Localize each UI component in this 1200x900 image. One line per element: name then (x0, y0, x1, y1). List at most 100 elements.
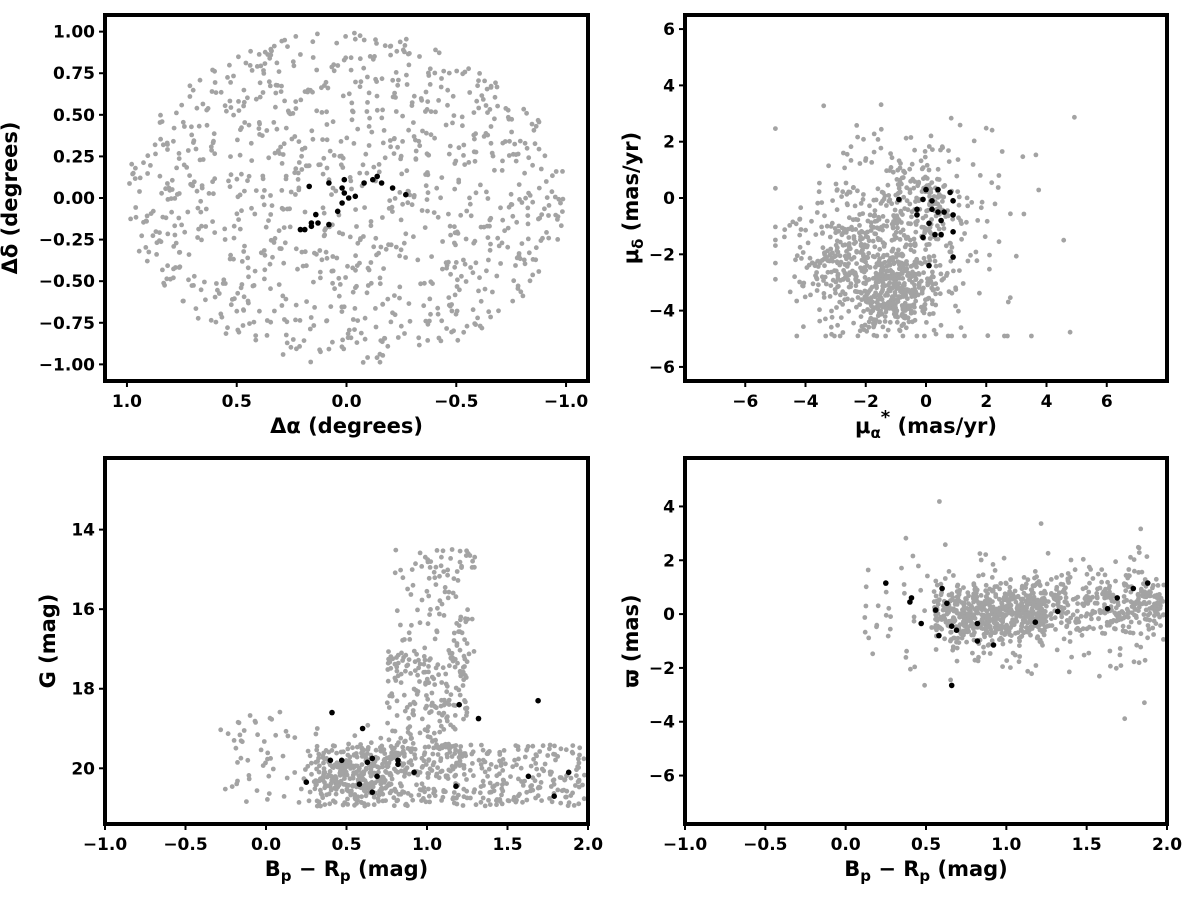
field-star-point (305, 763, 311, 769)
member-stars (896, 186, 956, 269)
field-star-point (1141, 612, 1147, 617)
field-star-point (452, 186, 458, 192)
field-star-point (471, 773, 476, 779)
field-star-point (144, 258, 150, 264)
field-star-point (370, 56, 376, 62)
field-star-point (158, 136, 164, 142)
field-star-point (260, 194, 266, 200)
field-star-point (345, 746, 351, 752)
field-star-point (212, 230, 218, 236)
field-star-point (926, 144, 932, 149)
field-star-point (299, 153, 304, 159)
field-star-point (946, 148, 951, 154)
field-star-point (290, 59, 296, 65)
field-star-point (226, 178, 231, 184)
field-star-point (887, 626, 893, 632)
field-star-point (376, 792, 382, 798)
field-star-point (550, 173, 555, 179)
field-star-point (455, 578, 461, 583)
field-star-point (381, 266, 386, 271)
field-star-point (403, 668, 408, 674)
field-star-point (169, 187, 175, 192)
field-star-point (873, 290, 878, 296)
field-star-point (305, 748, 311, 754)
field-star-point (461, 794, 467, 800)
field-star-point (475, 315, 480, 321)
field-star-point (536, 146, 542, 152)
field-star-point (357, 56, 363, 62)
field-star-point (352, 327, 357, 332)
field-star-point (862, 242, 868, 248)
field-star-point (281, 225, 287, 231)
field-star-point (882, 241, 887, 247)
field-star-point (876, 303, 882, 308)
field-star-point (890, 257, 896, 263)
field-star-point (822, 252, 827, 257)
field-star-point (857, 161, 863, 166)
field-star-point (334, 782, 340, 788)
field-star-point (861, 192, 866, 197)
field-star-point (488, 124, 494, 129)
field-star-point (289, 136, 295, 142)
field-star-point (558, 200, 563, 206)
field-star-point (1029, 333, 1034, 339)
field-star-point (465, 551, 471, 556)
member-star-point (1114, 595, 1120, 601)
field-star-point (132, 176, 138, 182)
field-star-point (334, 255, 340, 261)
field-star-point (965, 624, 971, 630)
field-star-point (232, 296, 237, 302)
field-star-point (513, 263, 518, 268)
field-star-point (829, 314, 835, 320)
field-star-point (994, 606, 1000, 612)
field-star-point (262, 252, 268, 258)
field-star-point (366, 124, 372, 129)
member-star-point (313, 211, 319, 218)
field-star-point (171, 125, 177, 131)
field-star-point (1064, 618, 1070, 623)
field-star-point (274, 60, 280, 66)
field-star-point (360, 360, 366, 365)
field-star-point (872, 219, 878, 224)
field-star-point (840, 189, 846, 195)
field-star-point (877, 237, 883, 243)
field-star-point (455, 277, 460, 283)
field-star-point (1090, 594, 1095, 600)
field-star-point (309, 128, 315, 134)
field-star-point (1042, 609, 1048, 614)
field-star-point (441, 727, 447, 732)
field-star-point (900, 293, 905, 299)
field-star-point (350, 317, 356, 322)
field-star-point (235, 290, 241, 296)
field-star-point (885, 268, 891, 274)
field-star-point (840, 277, 846, 282)
field-star-point (1004, 658, 1010, 663)
field-star-point (832, 287, 838, 292)
field-star-point (310, 55, 316, 60)
field-star-point (538, 166, 544, 172)
y-axis-label: ϖ (mas) (619, 594, 643, 687)
field-star-point (871, 131, 877, 137)
field-star-point (870, 238, 876, 244)
field-star-point (322, 780, 327, 785)
field-star-point (797, 279, 802, 285)
field-star-point (551, 777, 557, 783)
field-star-point (897, 237, 903, 242)
field-star-point (368, 260, 374, 265)
field-star-point (865, 229, 870, 235)
field-star-point (1000, 614, 1005, 620)
field-star-point (851, 236, 857, 242)
field-star-point (895, 182, 901, 187)
field-star-point (1027, 598, 1033, 603)
field-star-point (943, 214, 949, 219)
field-star-point (439, 554, 444, 560)
field-star-point (834, 188, 840, 193)
field-star-point (353, 770, 359, 776)
field-star-point (429, 254, 434, 259)
field-star-point (442, 701, 448, 707)
field-star-point (860, 197, 866, 202)
field-star-point (317, 248, 323, 253)
field-star-point (428, 559, 434, 564)
field-star-point (382, 43, 388, 49)
field-star-point (322, 802, 328, 807)
